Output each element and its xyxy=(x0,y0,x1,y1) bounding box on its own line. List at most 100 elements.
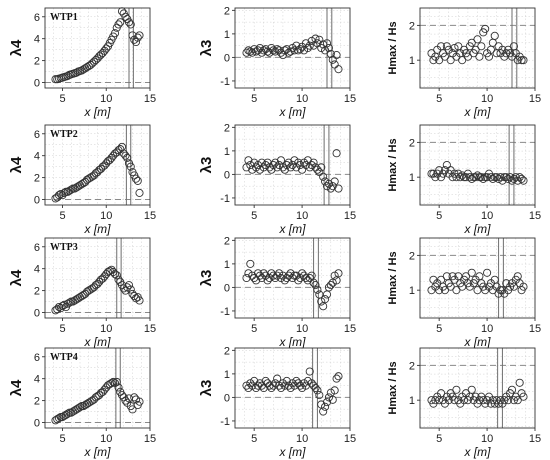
data-point xyxy=(267,165,276,174)
x-axis-label: x [m] xyxy=(279,222,307,236)
data-point xyxy=(75,403,85,412)
data-point xyxy=(263,276,272,285)
y-tick-label: 2 xyxy=(409,20,415,32)
data-point xyxy=(242,273,251,283)
data-point xyxy=(334,65,343,74)
data-point xyxy=(294,158,303,167)
data-point xyxy=(483,268,492,277)
data-point xyxy=(326,184,335,193)
data-point xyxy=(467,38,476,47)
y-tick-label: 1 xyxy=(409,395,415,407)
data-point xyxy=(269,46,278,55)
data-point xyxy=(507,385,517,394)
data-point xyxy=(326,49,335,58)
x-tick-label: 5 xyxy=(251,323,257,335)
data-point xyxy=(135,31,144,40)
panel-r2-c3: 5 10 15 1 2 x [m] Hmax / Hs xyxy=(387,124,541,236)
x-tick-label: 5 xyxy=(59,210,65,222)
data-point xyxy=(467,174,476,183)
x-tick-label: 15 xyxy=(344,323,356,335)
x-tick-label: 5 xyxy=(436,433,442,445)
y-tick-label: 2 xyxy=(224,235,230,247)
x-axis-label: x [m] xyxy=(279,335,307,349)
data-point xyxy=(321,402,330,411)
data-point xyxy=(458,56,467,65)
x-tick-label: 10 xyxy=(481,323,493,335)
data-point xyxy=(286,163,295,172)
data-point xyxy=(319,407,328,416)
x-axis-label: x [m] xyxy=(464,105,492,119)
panel-r2-c2: 5 10 15 -1 0 1 2 x [m] λ3 xyxy=(198,122,356,236)
data-point xyxy=(109,377,118,387)
data-point xyxy=(250,45,259,54)
data-point xyxy=(253,381,263,390)
data-point xyxy=(244,156,253,165)
y-tick-label: 2 xyxy=(409,137,415,149)
plot-frame xyxy=(234,347,351,429)
data-point xyxy=(334,372,343,381)
x-tick-label: 15 xyxy=(144,210,156,222)
plot-frame xyxy=(234,237,351,319)
data-point xyxy=(334,184,343,193)
data-point xyxy=(517,174,526,183)
x-tick-label: 5 xyxy=(59,433,65,445)
y-tick-label: 2 xyxy=(224,122,230,134)
x-tick-label: 10 xyxy=(296,323,308,335)
y-tick-label: 0 xyxy=(34,195,40,207)
y-tick-label: 1 xyxy=(409,285,415,297)
plot-frame xyxy=(419,124,536,206)
x-tick-label: 15 xyxy=(144,93,156,105)
y-tick-label: 2 xyxy=(34,396,40,408)
x-tick-label: 5 xyxy=(436,210,442,222)
data-point xyxy=(332,374,341,383)
data-point xyxy=(130,292,139,301)
data-point xyxy=(54,191,64,200)
plot-frame xyxy=(419,347,536,429)
data-point xyxy=(446,282,455,291)
panel-r2-c1: 5 10 15 0 2 4 6 x [m] λ4 WTP2 xyxy=(8,124,156,236)
data-point xyxy=(282,376,291,385)
data-point xyxy=(123,153,132,162)
x-tick-label: 10 xyxy=(481,93,493,105)
data-point xyxy=(130,393,139,402)
y-tick-label: 4 xyxy=(34,34,40,46)
data-point xyxy=(313,285,322,294)
data-point xyxy=(259,269,268,278)
y-axis-label: Hmax / Hs xyxy=(387,138,399,191)
x-tick-label: 10 xyxy=(100,93,112,105)
y-axis-label: λ4 xyxy=(8,379,25,396)
data-point xyxy=(322,290,332,299)
x-axis-label: x [m] xyxy=(279,445,307,459)
y-tick-label: 0 xyxy=(34,78,40,90)
x-tick-label: 10 xyxy=(100,210,112,222)
data-point xyxy=(475,173,484,182)
x-axis-label: x [m] xyxy=(464,335,492,349)
y-tick-label: -1 xyxy=(220,306,230,318)
plot-frame xyxy=(234,124,351,206)
data-point xyxy=(467,385,476,394)
data-point xyxy=(242,48,251,57)
data-point xyxy=(269,271,278,280)
x-tick-label: 15 xyxy=(529,93,541,105)
data-point xyxy=(477,173,486,182)
x-axis-label: x [m] xyxy=(84,105,112,119)
data-point xyxy=(488,174,497,183)
x-tick-label: 5 xyxy=(436,323,442,335)
data-point xyxy=(509,174,518,183)
x-tick-label: 15 xyxy=(529,433,541,445)
y-tick-label: 0 xyxy=(34,308,40,320)
data-point xyxy=(305,367,314,376)
y-tick-label: 6 xyxy=(34,12,40,24)
y-tick-label: 1 xyxy=(224,146,230,158)
data-point xyxy=(63,409,72,418)
data-point xyxy=(471,173,480,182)
x-tick-label: 5 xyxy=(59,93,65,105)
y-axis-label: λ3 xyxy=(198,157,215,174)
data-point xyxy=(263,158,272,167)
data-point xyxy=(296,45,305,54)
data-point xyxy=(332,149,341,158)
data-point xyxy=(519,56,528,65)
data-point xyxy=(465,173,474,182)
x-axis-label: x [m] xyxy=(84,445,112,459)
panel-r4-c3: 5 10 15 1 2 x [m] Hmax / Hs xyxy=(387,347,541,459)
